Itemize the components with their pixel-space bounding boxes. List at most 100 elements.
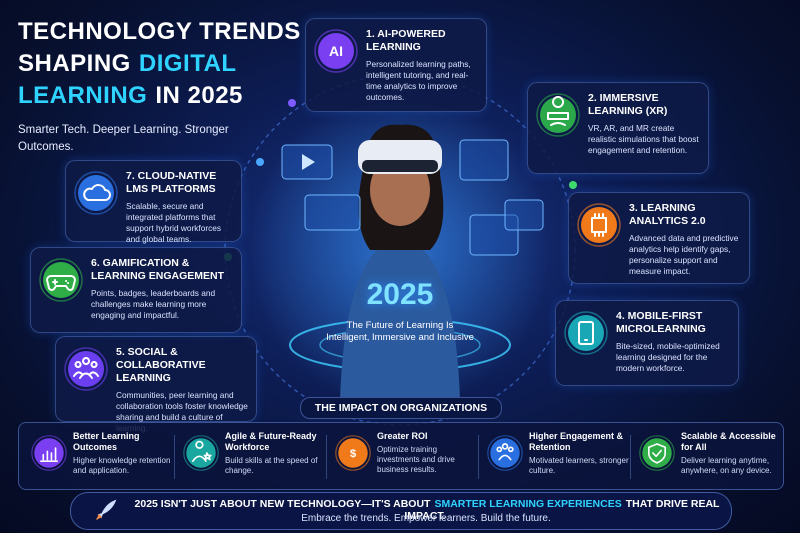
orbit-dot [569,181,577,189]
icon-glyph [591,213,607,237]
icon [487,435,523,471]
impact-item-title: Better Learning Outcomes [73,431,140,452]
icon [74,171,118,215]
icon-ring [536,93,580,137]
icon-ring [314,29,358,73]
impact-item-description: Motivated learners, stronger culture. [529,456,629,475]
trend-description: Scalable, secure and integrated platform… [126,201,221,244]
icon-circle [34,438,64,468]
vr-visor [362,160,438,172]
icon-circle [78,175,114,211]
trend-title: 2. IMMERSIVE LEARNING (XR) [588,92,668,117]
icon-glyph [578,321,594,345]
title: TECHNOLOGY TRENDS SHAPING DIGITAL LEARNIN… [18,16,301,112]
rocket-icon [96,499,117,520]
trend-description: VR, AR, and MR create realistic simulati… [588,123,699,155]
icon [64,347,108,391]
icon-circle [490,438,520,468]
trend-card: AI 1. AI-POWERED LEARNING Personalized lea… [305,18,487,112]
title-line: IN 2025 [155,82,243,109]
impact-item-title: Greater ROI [377,431,428,441]
trend-card: 4. MOBILE-FIRST MICROLEARNING Bite-sized,… [555,300,739,386]
impact-item-description: Optimize training investments and drive … [377,445,455,474]
impact-item-title: Higher Engagement & Retention [529,431,624,452]
subtitle: Smarter Tech. Deeper Learning. Stronger … [18,124,229,153]
floating-panel [459,139,509,181]
title-highlight: LEARNING [18,82,148,109]
trend-title: 6. GAMIFICATION & LEARNING ENGAGEMENT [91,257,225,282]
icon-glyph [547,96,569,126]
trend-title: 4. MOBILE-FIRST MICROLEARNING [616,310,706,335]
icon-ring [183,435,219,471]
impact-item-title: Scalable & Accessible for All [681,431,776,452]
impact-item: $ Greater ROI Optimize training investment… [326,431,479,483]
orbit-dot [256,158,264,166]
icon [31,435,67,471]
icon-circle [581,207,617,243]
footer-highlight: SMARTER LEARNING EXPERIENCES [434,498,622,510]
icon: $ [335,435,371,471]
impact-item: Higher Engagement & Retention Motivated l… [478,431,631,483]
icon-glyph [192,440,212,462]
icon: AI [314,29,358,73]
impact-item: Agile & Future-Ready Workforce Build skil… [174,431,327,483]
icon-ring [335,435,371,471]
icon-glyph [496,443,514,461]
impact-item-title: Agile & Future-Ready Workforce [225,431,317,452]
person-body [340,235,460,400]
icon [564,311,608,355]
icon [577,203,621,247]
divider [478,435,479,479]
icon-ring [64,347,108,391]
icon-ring [31,435,67,471]
icon-circle [43,262,79,298]
center-tagline: The Future of Learning Is Intelligent, I… [326,320,474,343]
trend-title: 7. CLOUD-NATIVE LMS PLATFORMS [126,170,217,195]
trend-title: 1. AI-POWERED LEARNING [366,28,446,53]
icon-ring [564,311,608,355]
title-highlight: DIGITAL [138,50,237,77]
trend-description: Points, badges, leaderboards and challen… [91,288,216,320]
center-year: 2025 [366,278,434,311]
impact-item: Better Learning Outcomes Higher knowledge… [25,431,175,483]
footer-text: THAT DRIVE REAL IMPACT. [404,498,720,522]
trend-description: Bite-sized, mobile-optimized learning de… [616,341,720,373]
icon-text: AI [329,43,343,59]
impact-item-description: Build skills at the speed of change. [225,456,318,475]
divider [630,435,631,479]
icon-circle [68,351,104,387]
footer-tagline: Embrace the trends. Empower learners. Bu… [301,513,551,524]
trend-description: Personalized learning paths, intelligent… [366,59,471,102]
trend-card: 7. CLOUD-NATIVE LMS PLATFORMS Scalable, s… [65,160,242,244]
trend-card: 2. IMMERSIVE LEARNING (XR) VR, AR, and MR… [527,82,709,174]
impact-title: THE IMPACT ON ORGANIZATIONS [300,397,502,419]
icon-glyph [648,443,666,464]
icon-glyph [46,275,76,291]
icon-ring [74,171,118,215]
play-icon [302,154,315,170]
icon-ring [39,258,83,302]
icon-ring [577,203,621,247]
icon-glyph [40,447,59,462]
impact-item-description: Higher knowledge retention and applicati… [73,456,171,475]
impact-box: Better Learning Outcomes Higher knowledge… [18,422,784,490]
icon [39,258,83,302]
orbit-dot [288,99,296,107]
floating-panel [504,199,544,231]
icon-glyph [83,184,111,201]
divider [174,435,175,479]
footer-text: 2025 ISN'T JUST ABOUT NEW TECHNOLOGY—IT'… [134,498,431,510]
icon [183,435,219,471]
icon-circle [642,438,672,468]
floating-panel [304,194,361,231]
trend-description: Advanced data and predictive analytics h… [629,233,739,276]
title-line: SHAPING [18,50,131,77]
icon-circle [318,33,354,69]
footer-line: 2025 ISN'T JUST ABOUT NEW TECHNOLOGY—IT'… [131,498,721,522]
trend-card: 6. GAMIFICATION & LEARNING ENGAGEMENT Poi… [30,247,242,333]
icon [639,435,675,471]
trend-card: 5. SOCIAL & COLLABORATIVE LEARNING Commun… [55,336,257,433]
icon-circle [338,438,368,468]
